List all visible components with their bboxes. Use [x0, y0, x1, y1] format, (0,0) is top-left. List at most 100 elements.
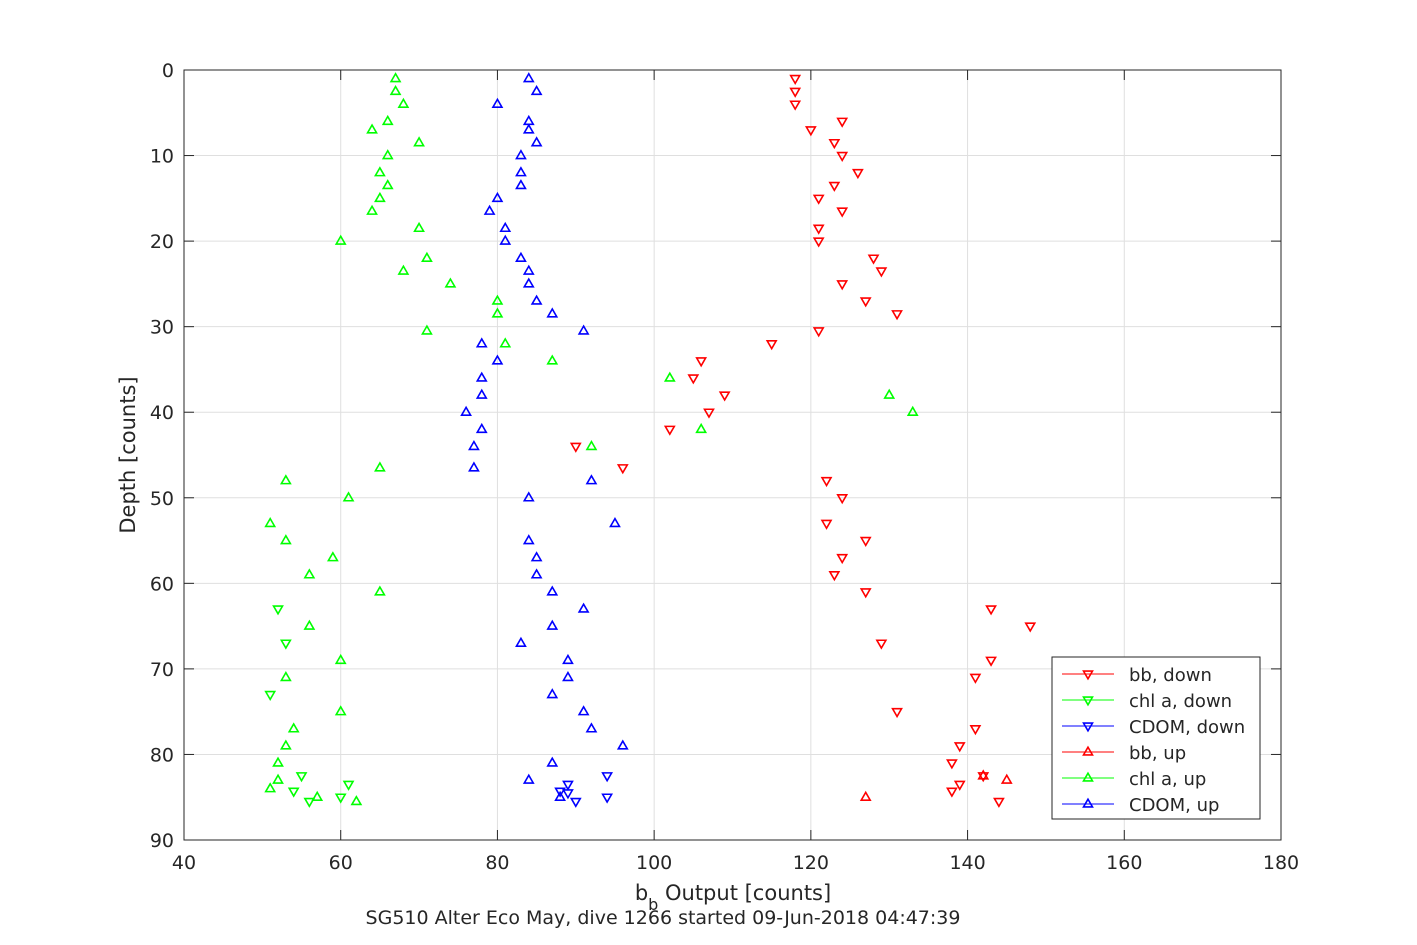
data-point — [1000, 773, 1013, 784]
data-point — [577, 705, 590, 716]
data-point — [491, 354, 504, 365]
y-axis-label: Depth [counts] — [116, 376, 140, 533]
data-point — [303, 619, 316, 630]
data-point — [577, 324, 590, 335]
data-point — [601, 772, 614, 783]
data-point — [789, 100, 802, 111]
legend-label: CDOM, down — [1129, 717, 1245, 738]
data-point — [546, 619, 559, 630]
data-point — [397, 264, 410, 275]
data-point — [804, 126, 817, 137]
data-point — [264, 517, 277, 528]
data-point — [279, 739, 292, 750]
data-point — [977, 769, 990, 780]
data-point — [789, 74, 802, 85]
data-point — [287, 787, 300, 798]
data-point — [475, 337, 488, 348]
data-point — [522, 123, 535, 134]
data-point — [475, 371, 488, 382]
data-point — [546, 688, 559, 699]
data-point — [334, 653, 347, 665]
data-point — [562, 789, 574, 800]
data-point — [444, 277, 457, 288]
data-point — [946, 759, 958, 770]
series-4 — [264, 72, 919, 806]
data-point — [836, 553, 849, 565]
data-point — [475, 388, 488, 399]
legend-marker — [1082, 797, 1094, 808]
data-point — [491, 307, 504, 318]
data-point — [820, 476, 833, 488]
data-point — [585, 722, 598, 733]
data-point — [859, 588, 872, 599]
data-point — [562, 780, 574, 791]
data-point — [812, 194, 825, 205]
data-point — [562, 653, 574, 665]
data-point — [272, 756, 284, 767]
data-point — [836, 280, 849, 291]
legend-label: chl a, up — [1129, 769, 1206, 790]
data-point — [867, 254, 880, 265]
legend-marker — [1082, 771, 1094, 782]
data-point — [812, 224, 825, 235]
legend-marker — [1082, 696, 1094, 707]
data-point — [616, 739, 629, 750]
data-point — [616, 464, 629, 475]
data-point — [421, 251, 433, 262]
data-point — [562, 671, 574, 682]
data-point — [695, 357, 708, 368]
data-point — [546, 307, 559, 318]
data-point — [515, 166, 527, 177]
data-point — [366, 204, 378, 215]
data-point — [421, 324, 433, 335]
data-point — [546, 756, 559, 767]
data-point — [499, 221, 512, 233]
x-tick-label: 40 — [172, 852, 196, 874]
data-point — [953, 742, 966, 753]
data-point — [491, 294, 504, 305]
data-point — [413, 136, 425, 147]
y-tick-label: 90 — [150, 830, 174, 852]
data-point — [530, 551, 543, 562]
data-point — [585, 440, 598, 451]
data-point — [883, 388, 896, 399]
data-point — [515, 251, 527, 262]
data-point — [483, 204, 496, 215]
data-point — [389, 72, 402, 83]
data-point — [663, 425, 676, 436]
data-point — [530, 136, 543, 147]
data-point — [985, 656, 997, 667]
data-point — [851, 168, 864, 180]
data-point — [279, 671, 292, 682]
data-point — [460, 405, 472, 416]
data-point — [585, 474, 598, 485]
data-point — [279, 639, 292, 650]
data-point — [374, 585, 386, 596]
data-point — [491, 191, 504, 203]
data-point — [381, 114, 394, 126]
data-point — [522, 534, 535, 545]
data-point — [522, 277, 535, 288]
axes-box — [183, 69, 1282, 841]
data-point — [530, 84, 543, 96]
data-point — [522, 491, 535, 502]
data-point — [828, 571, 841, 582]
y-tick-label: 70 — [150, 659, 174, 681]
data-point — [374, 166, 386, 177]
data-point — [946, 787, 958, 798]
series-5 — [460, 72, 629, 801]
y-tick-label: 0 — [162, 60, 174, 82]
data-point — [522, 773, 535, 784]
x-tick-label: 60 — [329, 852, 353, 874]
data-point — [812, 327, 825, 338]
data-point — [687, 374, 700, 385]
data-point — [530, 568, 543, 579]
x-tick-label: 180 — [1263, 852, 1299, 874]
y-tick-label: 30 — [150, 317, 174, 339]
data-point — [569, 797, 582, 808]
data-point — [703, 408, 715, 419]
legend-label: bb, down — [1129, 665, 1212, 686]
axes — [183, 69, 1282, 841]
data-point — [475, 422, 488, 434]
y-tick-label: 50 — [150, 488, 174, 510]
